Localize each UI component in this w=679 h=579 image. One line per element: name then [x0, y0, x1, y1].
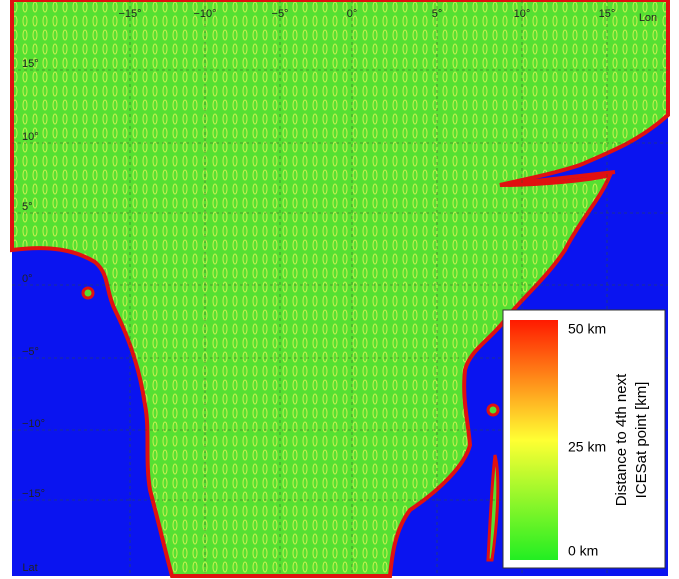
lat-label: −10° [22, 418, 45, 430]
colorbar-label: 50 km [568, 321, 606, 337]
lon-label: 0° [347, 8, 358, 20]
lat-label: 10° [22, 131, 39, 143]
lon-label: −15° [118, 8, 141, 20]
lon-label: 5° [432, 8, 443, 20]
lon-axis-label: Lon [639, 12, 657, 24]
lon-label: 15° [599, 8, 616, 20]
lat-axis-label: Lat [22, 562, 37, 574]
lat-label: 0° [22, 273, 33, 285]
colorbar-label: 25 km [568, 439, 606, 455]
lon-label: −5° [272, 8, 289, 20]
island [83, 288, 93, 298]
lon-label: 10° [514, 8, 531, 20]
lon-label: −10° [193, 8, 216, 20]
legend: 50 km 25 km 0 km Distance to 4th next IC… [503, 310, 665, 568]
colorbar [510, 320, 558, 560]
lat-label: −5° [22, 346, 39, 358]
lat-label: −15° [22, 488, 45, 500]
legend-title: Distance to 4th next [613, 373, 630, 506]
lat-label: 15° [22, 58, 39, 70]
colorbar-label: 0 km [568, 543, 598, 559]
legend-title: ICESat point [km] [633, 382, 650, 499]
island [488, 405, 498, 415]
map-figure: −15° −10° −5° 0° 5° 10° 15° 15° 10° 5° 0° −5° −10° −1… [0, 0, 679, 579]
lat-label: 5° [22, 201, 33, 213]
